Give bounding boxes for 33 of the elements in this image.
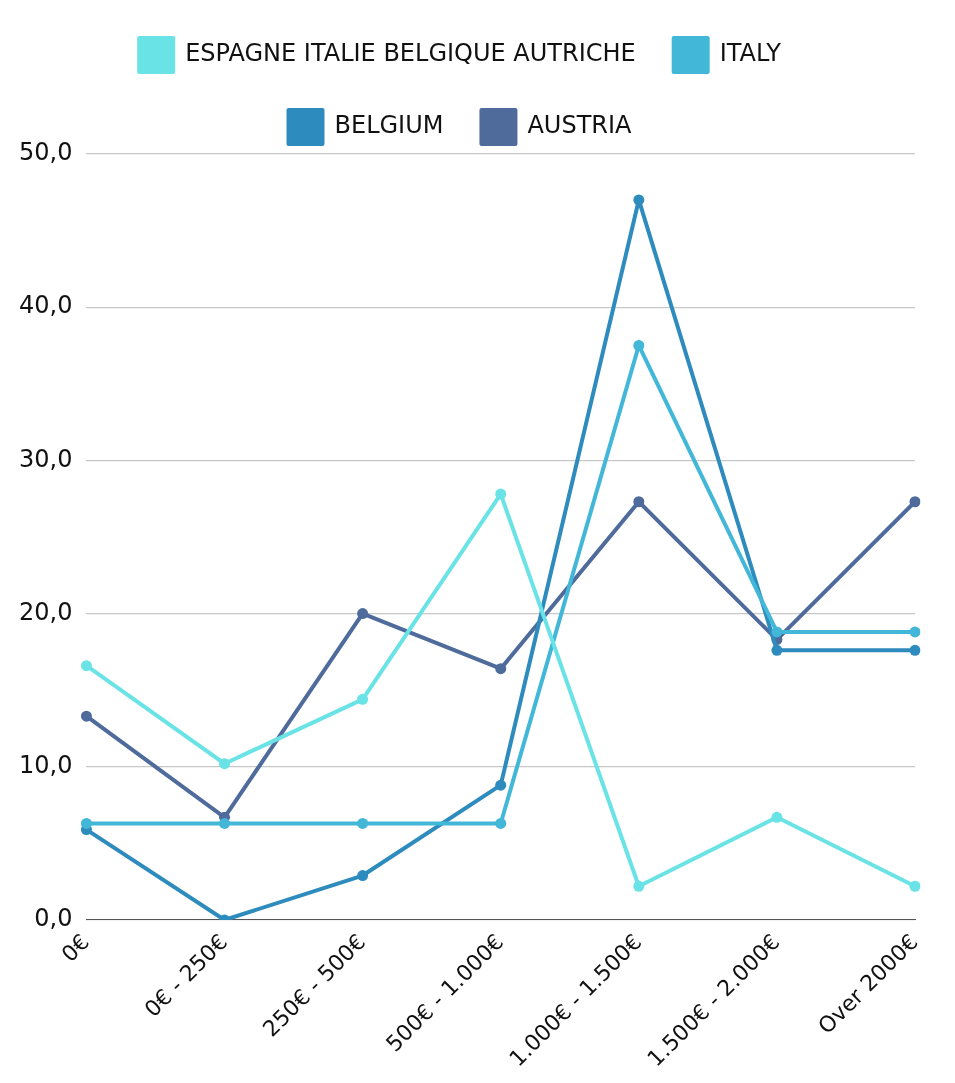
point bbox=[495, 779, 507, 791]
point bbox=[80, 817, 92, 829]
point bbox=[771, 644, 783, 656]
point bbox=[80, 710, 92, 722]
legend-label: ESPAGNE ITALIE BELGIQUE AUTRICHE bbox=[185, 39, 636, 68]
legend-label: BELGIUM bbox=[334, 111, 444, 140]
point bbox=[771, 811, 783, 823]
point bbox=[633, 880, 645, 892]
point bbox=[80, 660, 92, 672]
y-tick-label: 30,0 bbox=[19, 444, 73, 473]
point bbox=[909, 880, 921, 892]
point bbox=[771, 626, 783, 638]
y-tick-label: 10,0 bbox=[19, 751, 73, 780]
y-tick-label: 50,0 bbox=[19, 138, 73, 167]
point bbox=[357, 693, 369, 705]
point bbox=[495, 817, 507, 829]
point bbox=[909, 626, 921, 638]
legend-label: ITALY bbox=[719, 39, 782, 68]
point bbox=[633, 339, 645, 351]
y-tick-label: 20,0 bbox=[19, 597, 73, 626]
point bbox=[633, 194, 645, 206]
point bbox=[357, 870, 369, 882]
point bbox=[357, 608, 369, 620]
point bbox=[909, 644, 921, 656]
point bbox=[219, 758, 231, 770]
point bbox=[495, 488, 507, 500]
point bbox=[219, 817, 231, 829]
y-tick-label: 40,0 bbox=[19, 291, 73, 320]
point bbox=[495, 663, 507, 675]
point bbox=[633, 496, 645, 508]
point bbox=[357, 817, 369, 829]
point bbox=[909, 496, 921, 508]
legend-label: AUSTRIA bbox=[527, 111, 633, 140]
